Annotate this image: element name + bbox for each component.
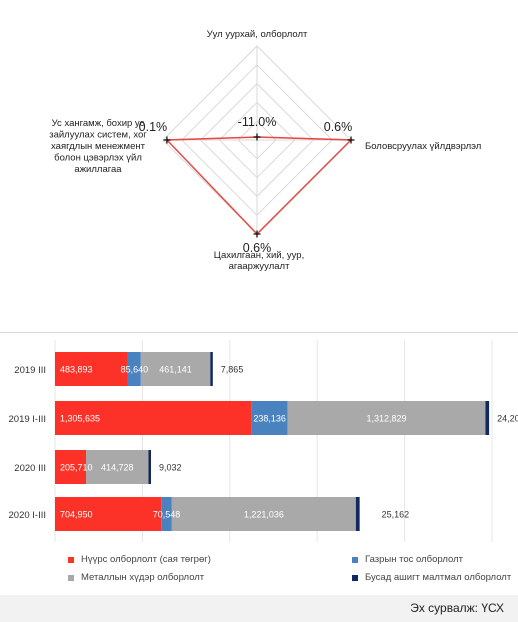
radar-point-marker [347, 136, 355, 144]
bar-segment [210, 352, 213, 386]
legend-label: Бусад ашигт малтмал олборлолт [365, 572, 512, 583]
radar-value-label: 0.6% [324, 120, 353, 134]
radar-point-marker [253, 230, 261, 238]
radar-value-label: 0.1% [139, 120, 168, 134]
bar-segment [171, 497, 356, 531]
bar-category-label: 2019 III [14, 365, 46, 376]
bar-segment [55, 401, 252, 435]
bar-data-label: 238,136 [253, 414, 286, 424]
bar-category-label: 2019 I-III [9, 414, 47, 425]
bar-category-label: 2020 I-III [9, 510, 47, 521]
legend-label: Газрын тос олборлолт [365, 554, 463, 565]
legend-swatch [68, 575, 74, 581]
bar-data-label: 1,221,036 [244, 510, 284, 520]
bar-segment [85, 450, 149, 484]
bar-data-label: 704,950 [60, 510, 93, 520]
bar-segment [55, 450, 86, 484]
bar-data-label: 483,893 [60, 365, 93, 375]
legend-label: Металлын хүдэр олборлолт [81, 572, 205, 583]
stacked-bar-chart: 2019 III 483,893 85,640 461,141 7,865 2019 I-… [9, 340, 518, 542]
radar-value-label: 0.6% [243, 241, 272, 255]
bar-data-label: 70,548 [153, 510, 181, 520]
bar-segment [127, 352, 141, 386]
bar-segment [485, 401, 490, 435]
footer: Эх сурвалж: ҮСХ [0, 595, 518, 622]
radar-point-marker [163, 136, 171, 144]
bar-segment [251, 401, 288, 435]
legend-swatch [352, 557, 358, 563]
radar-series-line [165, 136, 353, 236]
bar-data-label: 25,162 [382, 510, 410, 520]
radar-axis-label: Ус хангамж, бохир ус зайлуулах систем, хо… [49, 118, 147, 175]
bar-segment [140, 352, 211, 386]
bar-data-label: 205,710 [60, 463, 93, 473]
bar-data-label: 9,032 [159, 463, 182, 473]
radar-axis-label: Уул уурхай, олборлолт [207, 29, 308, 40]
bar-data-label: 24,202 [497, 414, 518, 424]
bar-data-label: 7,865 [221, 365, 244, 375]
legend-label: Нүүрс олборлолт (сая төгрөг) [81, 554, 211, 565]
legend-swatch [352, 575, 358, 581]
radar-point-marker [253, 133, 261, 141]
bar-data-label: 414,728 [101, 463, 134, 473]
bar-data-label: 85,640 [121, 365, 149, 375]
bar-data-label: 461,141 [159, 365, 192, 375]
bar-data-label: 1,312,829 [367, 414, 407, 424]
bar-segment [55, 497, 162, 531]
bar-category-label: 2020 III [14, 463, 46, 474]
bar-segment [161, 497, 172, 531]
radar-axis-label: Цахилгаан, хий, уур, агааржуулалт [214, 250, 304, 272]
radar-axis-label: Боловсруулах үйлдвэрлэл [365, 141, 481, 152]
section-divider [0, 332, 518, 333]
legend-swatch [68, 557, 74, 563]
source-note: Эх сурвалж: ҮСХ [410, 601, 504, 615]
bar-segment [287, 401, 486, 435]
bar-segment [55, 352, 128, 386]
bar-data-label: 1,305,635 [60, 414, 100, 424]
legend: Нүүрс олборлолт (сая төгрөг) Газрын тос о… [0, 548, 518, 593]
radar-value-label: -11.0% [238, 115, 277, 129]
radar-chart: -11.0% 0.6% 0.6% 0.1% Уул уурхай, олборлолт Б… [49, 29, 481, 272]
bar-segment [355, 497, 360, 531]
bar-segment [148, 450, 151, 484]
